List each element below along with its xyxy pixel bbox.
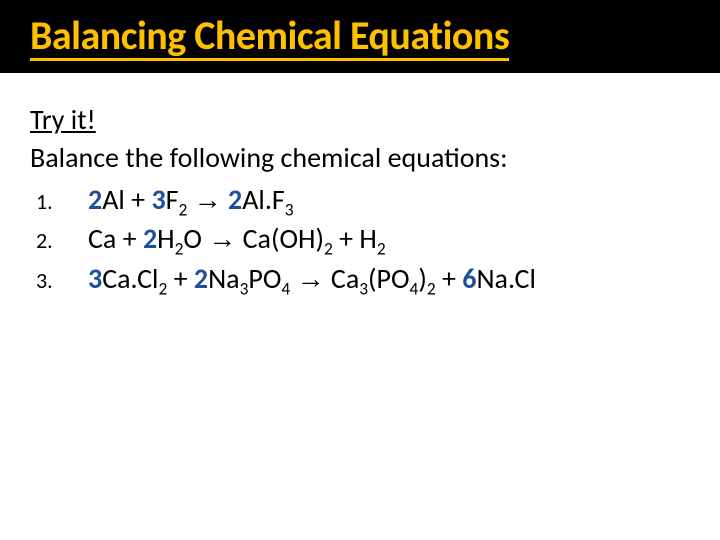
tryit-heading: Try it! — [30, 101, 690, 139]
subscript: 2 — [179, 198, 188, 220]
list-number: 1. — [30, 187, 88, 217]
subscript: 2 — [158, 278, 167, 300]
equation-row: 1.2Al + 3F2 → 2Al.F3 — [30, 181, 690, 219]
formula-text: Ca — [325, 261, 360, 296]
list-number: 2. — [30, 226, 88, 256]
coefficient: 2 — [143, 221, 157, 256]
formula-text: + H — [333, 221, 377, 256]
formula-text: + — [436, 261, 463, 296]
formula-text: Ca.Cl — [102, 261, 158, 296]
subscript: 2 — [377, 238, 386, 260]
formula-text: Al.F — [242, 182, 285, 217]
formula-text: + — [167, 261, 194, 296]
equation-list: 1.2Al + 3F2 → 2Al.F32.Ca + 2H2O → Ca(OH)… — [30, 181, 690, 298]
coefficient: 6 — [462, 261, 476, 296]
coefficient: 2 — [88, 182, 102, 217]
arrow-icon: → — [297, 263, 325, 294]
subscript: 4 — [281, 278, 290, 300]
equation-body: Ca + 2H2O → Ca(OH)2 + H2 — [88, 220, 386, 258]
coefficient: 2 — [228, 182, 242, 217]
subscript: 3 — [359, 278, 368, 300]
formula-text: (PO — [368, 261, 410, 296]
arrow-icon: → — [208, 223, 236, 254]
formula-text: Ca + — [88, 221, 143, 256]
formula-text: F — [166, 182, 179, 217]
subscript: 2 — [324, 238, 333, 260]
title-bar: Balancing Chemical Equations — [0, 0, 720, 73]
formula-text: ) — [418, 261, 427, 296]
coefficient: 3 — [88, 261, 102, 296]
instruction-text: Balance the following chemical equations… — [30, 139, 690, 177]
formula-text: H — [157, 221, 174, 256]
equation-body: 2Al + 3F2 → 2Al.F3 — [88, 181, 294, 219]
arrow-icon: → — [194, 184, 222, 215]
formula-text: Na — [208, 261, 240, 296]
equation-body: 3Ca.Cl2 + 2Na3PO4 → Ca3(PO4)2 + 6Na.Cl — [88, 260, 536, 298]
coefficient: 2 — [194, 261, 208, 296]
formula-text: Na.Cl — [476, 261, 535, 296]
coefficient: 3 — [151, 182, 165, 217]
equation-row: 3.3Ca.Cl2 + 2Na3PO4 → Ca3(PO4)2 + 6Na.Cl — [30, 260, 690, 298]
content-area: Try it! Balance the following chemical e… — [0, 73, 720, 298]
equation-row: 2.Ca + 2H2O → Ca(OH)2 + H2 — [30, 220, 690, 258]
slide-title: Balancing Chemical Equations — [30, 14, 509, 61]
list-number: 3. — [30, 266, 88, 296]
formula-text: Al + — [102, 182, 151, 217]
formula-text: PO — [248, 261, 281, 296]
formula-text: O — [183, 221, 208, 256]
subscript: 3 — [285, 198, 294, 220]
formula-text: Ca(OH) — [236, 221, 324, 256]
subscript: 2 — [427, 278, 436, 300]
